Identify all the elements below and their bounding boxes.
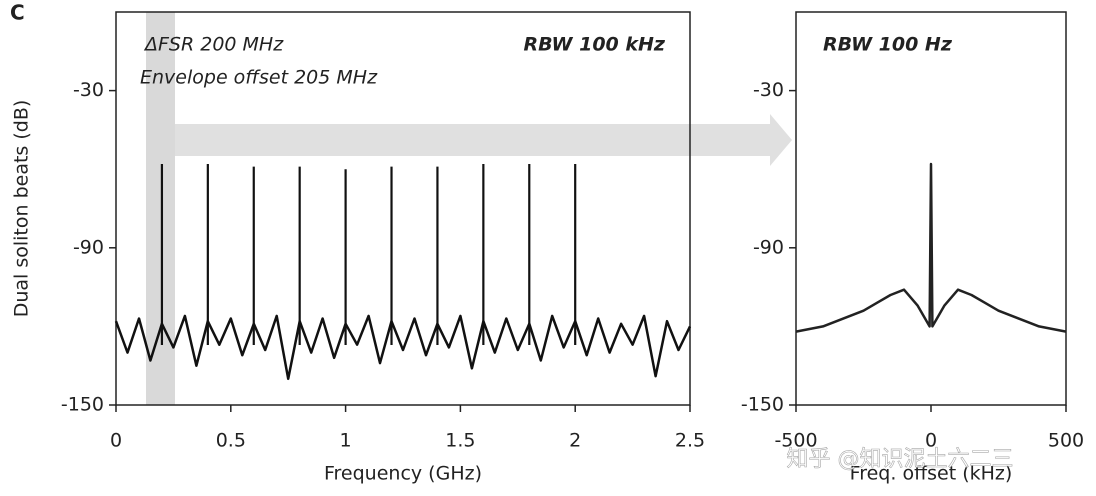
y-axis-label: Dual soliton beats (dB) (11, 100, 33, 318)
trace (795, 162, 1067, 333)
annotation: RBW 100 kHz (523, 34, 665, 56)
x-tick-label: 0 (925, 430, 937, 452)
x-axis-label: Frequency (GHz) (324, 463, 482, 485)
arrow (175, 114, 792, 166)
x-tick-label: 2 (569, 430, 581, 452)
x-tick-label: 1 (340, 430, 352, 452)
x-tick-label: 0 (110, 430, 122, 452)
y-tick-label: -30 (753, 79, 784, 101)
x-axis-label: Freq. offset (kHz) (850, 463, 1013, 485)
x-tick-label: 0.5 (216, 430, 246, 452)
y-tick-label: -90 (73, 236, 104, 258)
x-tick-label: 500 (1048, 430, 1084, 452)
panel-label: C (10, 1, 25, 25)
y-tick-label: -150 (61, 394, 104, 416)
annotation: Envelope offset 205 MHz (140, 67, 378, 89)
x-tick-label: 2.5 (675, 430, 705, 452)
watermark: 知乎 @知识泥土六二三 (787, 447, 1014, 472)
y-tick-label: -150 (741, 394, 784, 416)
y-tick-label: -90 (753, 236, 784, 258)
annotation: RBW 100 Hz (823, 34, 953, 56)
x-tick-label: -500 (774, 430, 817, 452)
annotation: ΔFSR 200 MHz (143, 34, 284, 56)
y-tick-label: -30 (73, 79, 104, 101)
plot-frame (115, 11, 691, 406)
x-tick-label: 1.5 (445, 430, 475, 452)
trace (114, 314, 692, 381)
